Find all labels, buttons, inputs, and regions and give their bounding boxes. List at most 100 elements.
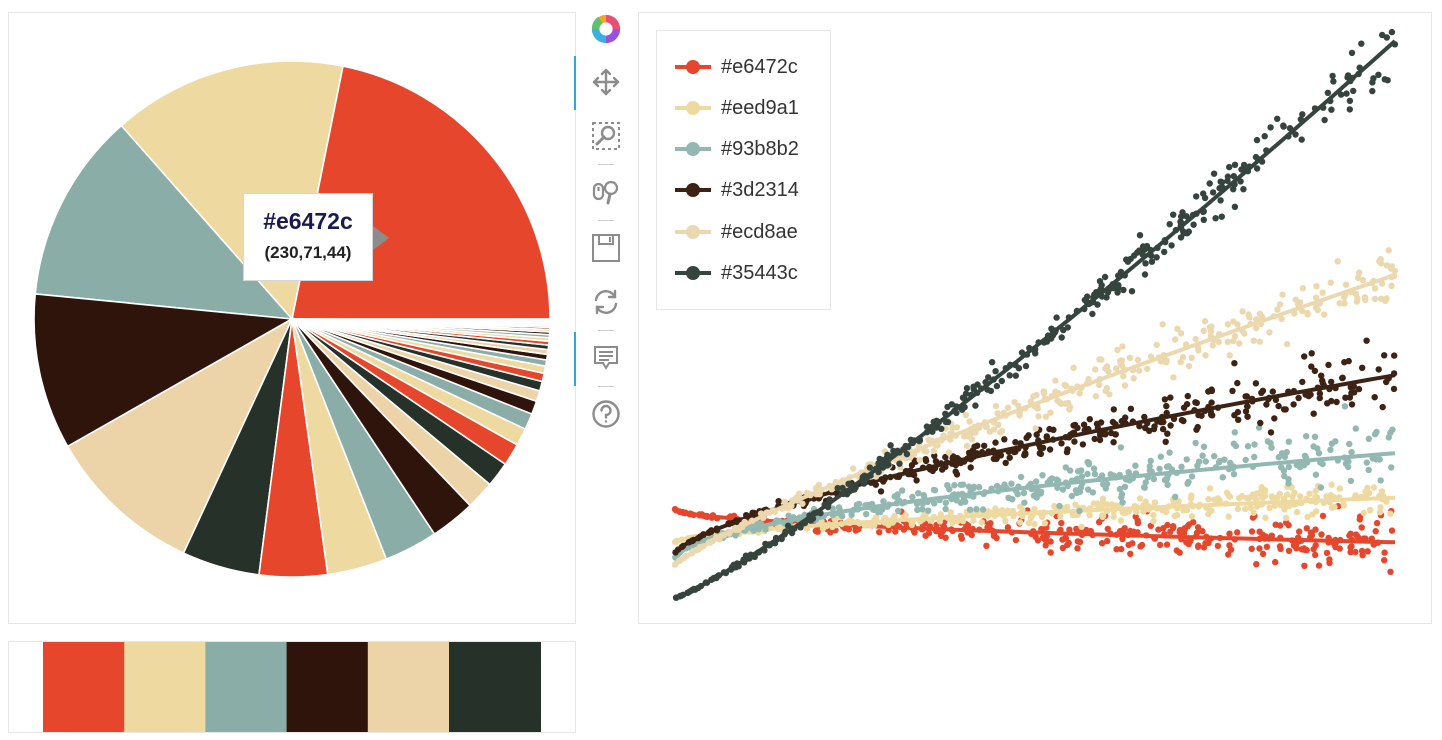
scatter-point[interactable] [803,489,811,497]
scatter-point[interactable] [1350,87,1357,95]
scatter-point[interactable] [1032,346,1039,353]
scatter-series[interactable] [671,247,1398,568]
scatter-point[interactable] [1053,480,1061,487]
scatter-point[interactable] [1057,513,1064,520]
scatter-point[interactable] [1316,394,1323,402]
scatter-point[interactable] [706,528,714,535]
scatter-point[interactable] [1346,97,1354,105]
scatter-point[interactable] [942,418,949,426]
scatter-point[interactable] [966,506,974,513]
scatter-point[interactable] [1285,133,1292,140]
scatter-point[interactable] [1231,429,1238,436]
scatter-point[interactable] [1385,434,1392,441]
scatter-point[interactable] [1341,359,1348,366]
scatter-point[interactable] [1230,440,1237,447]
scatter-point[interactable] [974,425,981,432]
scatter-point[interactable] [686,511,693,518]
scatter-point[interactable] [828,486,835,493]
scatter-point[interactable] [689,537,696,545]
scatter-point[interactable] [1103,385,1110,392]
scatter-point[interactable] [1313,294,1320,301]
scatter-point[interactable] [1159,321,1166,328]
scatter-point[interactable] [1147,353,1155,360]
scatter-point[interactable] [1205,510,1212,518]
scatter-point[interactable] [1267,124,1274,131]
scatter-point[interactable] [1244,168,1252,175]
scatter-point[interactable] [1105,368,1112,375]
scatter-point[interactable] [1250,509,1257,516]
scatter-point[interactable] [1019,512,1026,520]
scatter-point[interactable] [848,511,855,518]
scatter-point[interactable] [1150,504,1157,511]
scatter-point[interactable] [1344,72,1352,79]
scatter-point[interactable] [1275,402,1282,410]
scatter-point[interactable] [1226,163,1233,171]
scatter-point[interactable] [1130,375,1137,382]
scatter-point[interactable] [1078,473,1086,480]
scatter-point[interactable] [1370,75,1377,82]
scatter-point[interactable] [957,481,964,489]
scatter-point[interactable] [1167,394,1174,401]
scatter-point[interactable] [1285,388,1292,395]
wheel-zoom-tool-icon[interactable] [590,176,622,208]
scatter-point[interactable] [1304,311,1311,318]
scatter-point[interactable] [1212,215,1219,222]
scatter-point[interactable] [887,473,894,481]
scatter-point[interactable] [748,517,756,524]
scatter-point[interactable] [1267,429,1275,436]
scatter-point[interactable] [1262,533,1270,540]
scatter-point[interactable] [931,487,939,494]
scatter-point[interactable] [1239,308,1246,315]
scatter-point[interactable] [982,512,990,519]
scatter-point[interactable] [1156,541,1164,549]
scatter-point[interactable] [1239,327,1246,334]
scatter-point[interactable] [1053,314,1060,321]
scatter-point[interactable] [839,477,847,484]
scatter-point[interactable] [1253,561,1260,568]
scatter-point[interactable] [1161,531,1168,538]
scatter-point[interactable] [1319,460,1326,468]
scatter-point[interactable] [1151,499,1159,506]
scatter-point[interactable] [829,505,836,512]
palette-swatch[interactable] [43,642,125,732]
scatter-point[interactable] [1076,507,1083,515]
scatter-point[interactable] [890,447,897,455]
scatter-point[interactable] [985,448,992,455]
scatter-point[interactable] [1023,351,1031,358]
scatter-point[interactable] [1259,550,1267,558]
scatter-point[interactable] [1160,418,1167,426]
scatter-point[interactable] [1132,462,1139,469]
scatter-point[interactable] [1227,546,1235,553]
scatter-point[interactable] [1006,372,1013,379]
scatter-point[interactable] [1225,551,1232,558]
scatter-point[interactable] [1074,545,1081,552]
scatter-point[interactable] [1206,485,1214,492]
scatter-point[interactable] [1201,318,1209,325]
scatter-point[interactable] [1347,544,1354,551]
scatter-point[interactable] [1144,419,1151,427]
scatter-point[interactable] [1361,493,1369,501]
scatter-point[interactable] [992,368,999,375]
scatter-point[interactable] [769,507,777,514]
scatter-point[interactable] [1346,440,1353,448]
scatter-point[interactable] [1258,158,1266,165]
scatter-point[interactable] [1212,464,1220,471]
scatter-point[interactable] [1178,463,1185,470]
scatter-point[interactable] [902,512,909,519]
scatter-point[interactable] [1066,526,1073,533]
scatter-point[interactable] [1352,548,1359,556]
scatter-point[interactable] [1101,273,1109,281]
scatter-point[interactable] [1065,399,1072,407]
scatter-point[interactable] [1017,503,1024,510]
scatter-point[interactable] [1269,388,1276,395]
scatter-point[interactable] [904,443,912,451]
scatter-point[interactable] [1285,480,1292,487]
scatter-point[interactable] [1170,374,1177,381]
scatter-point[interactable] [1089,310,1096,318]
scatter-point[interactable] [1312,493,1319,501]
scatter-point[interactable] [1341,294,1348,301]
scatter-point[interactable] [1364,484,1371,492]
scatter-point[interactable] [866,522,873,529]
scatter-point[interactable] [1291,310,1298,317]
scatter-point[interactable] [1153,254,1160,261]
